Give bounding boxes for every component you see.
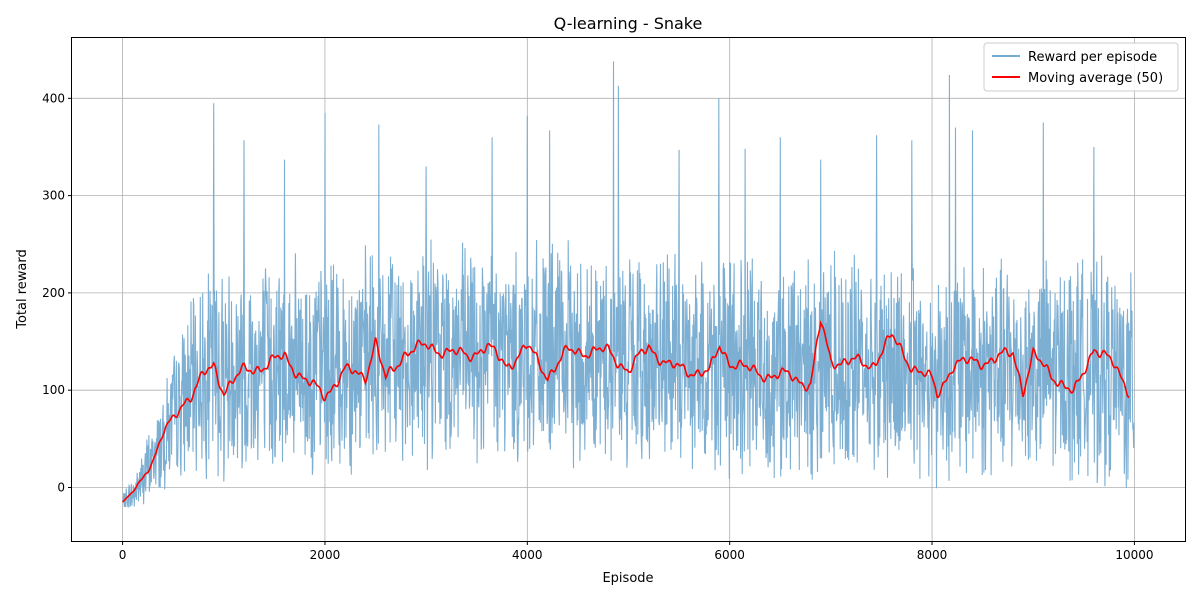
- x-tick-label: 10000: [1115, 548, 1153, 562]
- series-reward-per-episode: [122, 61, 1135, 508]
- y-tick-label: 400: [42, 91, 65, 105]
- series-moving-average: [122, 320, 1130, 503]
- y-tick-label: 100: [42, 383, 65, 397]
- y-axis-label: Total reward: [15, 249, 30, 330]
- series-reward-per-episode-group: [122, 61, 1135, 508]
- series-moving-average-group: [122, 320, 1130, 503]
- gridlines: [72, 38, 1185, 541]
- y-tick-label: 300: [42, 189, 65, 203]
- x-axis-label: Episode: [602, 571, 653, 586]
- legend-label-moving-average: Moving average (50): [1028, 71, 1163, 86]
- legend: Reward per episode Moving average (50): [983, 42, 1179, 92]
- legend-label-reward: Reward per episode: [1028, 50, 1157, 65]
- y-tick-label: 0: [57, 480, 65, 494]
- x-tick-label: 8000: [917, 548, 948, 562]
- x-axis-ticks: 0 2000 4000 6000 8000 10000: [119, 541, 1154, 562]
- y-axis-ticks: 0 100 200 300 400: [42, 91, 72, 494]
- x-tick-label: 4000: [512, 548, 543, 562]
- legend-box: [983, 42, 1179, 92]
- y-tick-label: 200: [42, 286, 65, 300]
- x-tick-label: 0: [119, 548, 127, 562]
- x-tick-label: 6000: [714, 548, 745, 562]
- chart-title: Q-learning - Snake: [554, 14, 703, 33]
- x-tick-label: 2000: [310, 548, 341, 562]
- plot-frame: [71, 37, 1186, 542]
